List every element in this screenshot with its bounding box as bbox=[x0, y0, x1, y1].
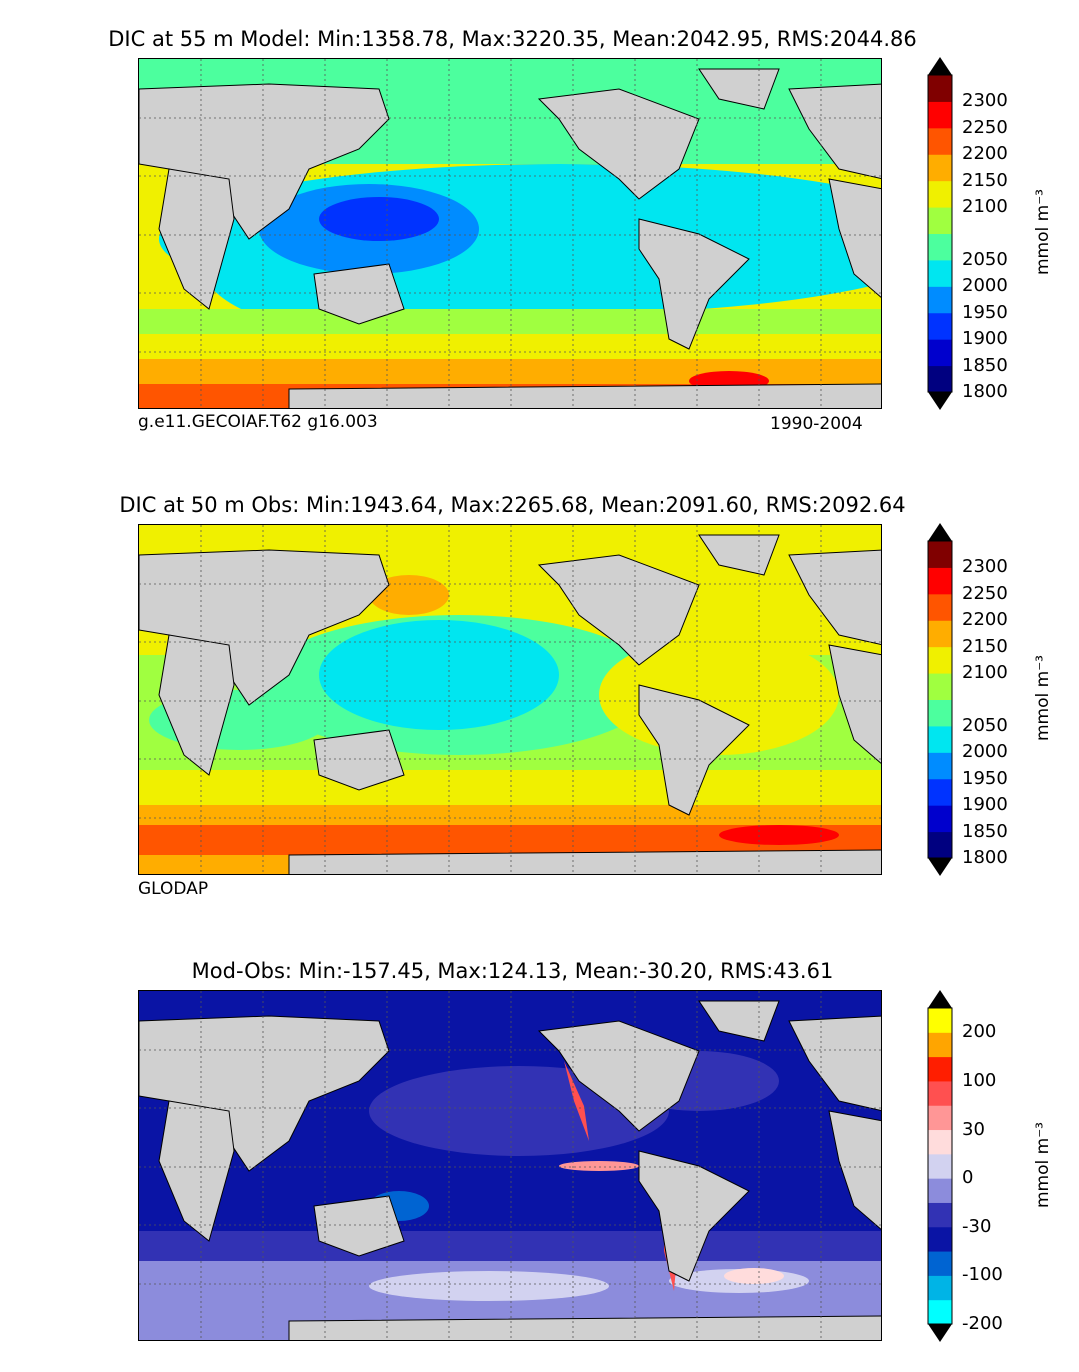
colorbar-tick-label: 2300 bbox=[962, 90, 1008, 112]
colorbar-segment bbox=[928, 101, 952, 129]
colorbar-extend-max bbox=[928, 57, 952, 75]
colorbar-extend-max bbox=[928, 990, 952, 1008]
panel2-map bbox=[138, 524, 882, 875]
panel1-colorbar-unit: mmol m⁻³ bbox=[1033, 189, 1053, 275]
colorbar-tick-label: 1900 bbox=[962, 794, 1008, 816]
panel1-colorbar bbox=[927, 57, 953, 410]
colorbar-tick-label: 2250 bbox=[962, 116, 1008, 138]
colorbar-tick-label: 1950 bbox=[962, 767, 1008, 789]
colorbar-tick-label: 2100 bbox=[962, 196, 1008, 218]
colorbar-segment bbox=[928, 1153, 952, 1179]
colorbar-segment bbox=[928, 127, 952, 155]
colorbar-tick-label: 200 bbox=[962, 1021, 997, 1043]
colorbar-segment bbox=[928, 1008, 952, 1033]
colorbar-segment bbox=[928, 180, 952, 208]
colorbar-segment bbox=[928, 805, 952, 833]
colorbar-tick-label: -100 bbox=[962, 1264, 1003, 1286]
colorbar-tick-label: 1850 bbox=[962, 354, 1008, 376]
panel1-map bbox=[138, 58, 882, 409]
colorbar-tick-label: 2050 bbox=[962, 248, 1008, 270]
colorbar-tick-label: 1850 bbox=[962, 820, 1008, 842]
colorbar-segment bbox=[928, 154, 952, 182]
colorbar-segment bbox=[928, 620, 952, 648]
colorbar-tick-label: 2150 bbox=[962, 169, 1008, 191]
colorbar-segment bbox=[928, 831, 952, 859]
colorbar-segment bbox=[928, 725, 952, 753]
colorbar-tick-label: -200 bbox=[962, 1313, 1003, 1334]
colorbar-segment bbox=[928, 1226, 952, 1252]
colorbar-tick-label: 1950 bbox=[962, 301, 1008, 323]
colorbar-extend-min bbox=[928, 1324, 952, 1342]
colorbar-segment bbox=[928, 752, 952, 780]
colorbar-segment bbox=[928, 1105, 952, 1131]
panel3-title: Mod-Obs: Min:-157.45, Max:124.13, Mean:-… bbox=[191, 959, 834, 983]
panel3-map bbox=[138, 990, 882, 1341]
colorbar-segment bbox=[928, 233, 952, 261]
panel2-colorbar-unit: mmol m⁻³ bbox=[1033, 655, 1053, 741]
colorbar-segment bbox=[928, 286, 952, 314]
colorbar-tick-label: 1800 bbox=[962, 847, 1008, 868]
panel3-colorbar-svg bbox=[927, 990, 953, 1342]
panel2-colorbar-svg bbox=[927, 523, 953, 876]
colorbar-segment bbox=[928, 259, 952, 287]
colorbar-segment bbox=[928, 778, 952, 806]
panel1-title: DIC at 55 m Model: Min:1358.78, Max:3220… bbox=[108, 27, 917, 51]
colorbar-border bbox=[927, 1007, 953, 1325]
colorbar-tick-label: 1900 bbox=[962, 328, 1008, 350]
panel1-caption-left: g.e11.GECOIAF.T62 g16.003 bbox=[138, 412, 378, 432]
colorbar-segment bbox=[928, 1032, 952, 1058]
colorbar-border bbox=[927, 74, 953, 393]
panel1-map-svg bbox=[139, 59, 881, 408]
colorbar-tick-label: 2000 bbox=[962, 741, 1008, 763]
panel2-map-svg bbox=[139, 525, 881, 874]
colorbar-extend-max bbox=[928, 523, 952, 541]
colorbar-segment bbox=[928, 567, 952, 595]
colorbar-extend-min bbox=[928, 858, 952, 876]
colorbar-segment bbox=[928, 1080, 952, 1106]
colorbar-tick-label: 2050 bbox=[962, 714, 1008, 736]
colorbar-segment bbox=[928, 673, 952, 700]
panel1-caption-right: 1990-2004 bbox=[770, 414, 863, 434]
colorbar-segment bbox=[928, 1202, 952, 1228]
panel2-title: DIC at 50 m Obs: Min:1943.64, Max:2265.6… bbox=[119, 493, 906, 517]
panel2-colorbar bbox=[927, 523, 953, 876]
panel3-map-svg bbox=[139, 991, 881, 1340]
colorbar-segment bbox=[928, 1056, 952, 1082]
colorbar-segment bbox=[928, 1299, 952, 1325]
colorbar-tick-label: 2000 bbox=[962, 275, 1008, 297]
colorbar-tick-label: -30 bbox=[962, 1215, 992, 1237]
colorbar-segment bbox=[928, 593, 952, 621]
colorbar-segment bbox=[928, 646, 952, 674]
colorbar-segment bbox=[928, 75, 952, 102]
panel3-colorbar bbox=[927, 990, 953, 1342]
colorbar-tick-label: 0 bbox=[962, 1167, 974, 1189]
colorbar-segment bbox=[928, 1275, 952, 1301]
colorbar-segment bbox=[928, 699, 952, 727]
colorbar-tick-label: 2100 bbox=[962, 662, 1008, 684]
colorbar-tick-label: 2150 bbox=[962, 635, 1008, 657]
colorbar-segment bbox=[928, 1178, 952, 1203]
colorbar-border bbox=[927, 540, 953, 859]
colorbar-segment bbox=[928, 541, 952, 568]
colorbar-tick-label: 30 bbox=[962, 1118, 985, 1140]
colorbar-tick-label: 1800 bbox=[962, 381, 1008, 402]
colorbar-tick-label: 2250 bbox=[962, 582, 1008, 604]
panel1-colorbar-svg bbox=[927, 57, 953, 410]
colorbar-tick-label: 2200 bbox=[962, 609, 1008, 631]
panel2-caption-left: GLODAP bbox=[138, 879, 209, 899]
colorbar-extend-min bbox=[928, 392, 952, 410]
colorbar-segment bbox=[928, 207, 952, 234]
colorbar-segment bbox=[928, 1251, 952, 1276]
colorbar-tick-label: 2300 bbox=[962, 556, 1008, 578]
colorbar-segment bbox=[928, 312, 952, 340]
colorbar-tick-label: 2200 bbox=[962, 143, 1008, 165]
colorbar-segment bbox=[928, 339, 952, 367]
colorbar-tick-label: 100 bbox=[962, 1069, 997, 1091]
colorbar-segment bbox=[928, 1129, 952, 1155]
panel3-colorbar-unit: mmol m⁻³ bbox=[1033, 1122, 1053, 1208]
colorbar-segment bbox=[928, 365, 952, 393]
